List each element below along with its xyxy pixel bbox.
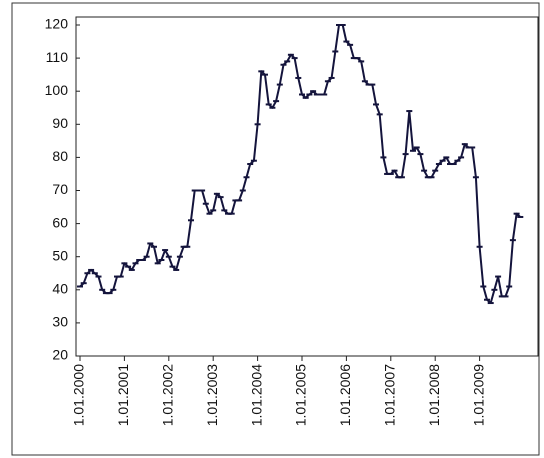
- y-tick-label: 40: [52, 281, 68, 297]
- y-tick-label: 110: [46, 49, 69, 65]
- x-tick-label: 1.01.2001: [115, 364, 131, 426]
- x-tick-label: 1.01.2005: [293, 364, 309, 426]
- x-tick-label: 1.01.2002: [160, 364, 176, 426]
- x-tick-label: 1.01.2000: [71, 364, 87, 426]
- x-tick-label: 1.01.2003: [204, 364, 220, 426]
- y-tick-label: 30: [52, 314, 68, 330]
- x-tick-label: 1.01.2006: [337, 364, 353, 426]
- y-tick-label: 60: [52, 214, 68, 230]
- y-tick-label: 80: [52, 148, 68, 164]
- y-tick-label: 90: [52, 115, 68, 131]
- chart-frame: [11, 2, 540, 456]
- plot-area: [75, 16, 539, 357]
- x-tick-label: 1.01.2008: [426, 364, 442, 426]
- x-tick-label: 1.01.2009: [470, 364, 486, 426]
- y-tick-label: 70: [52, 181, 68, 197]
- x-tick-label: 1.01.2004: [248, 364, 264, 426]
- y-tick-label: 100: [45, 82, 69, 98]
- y-tick-label: 120: [45, 16, 69, 32]
- x-tick-label: 1.01.2007: [382, 364, 398, 426]
- y-tick-label: 20: [52, 347, 68, 363]
- y-tick-label: 50: [52, 247, 68, 263]
